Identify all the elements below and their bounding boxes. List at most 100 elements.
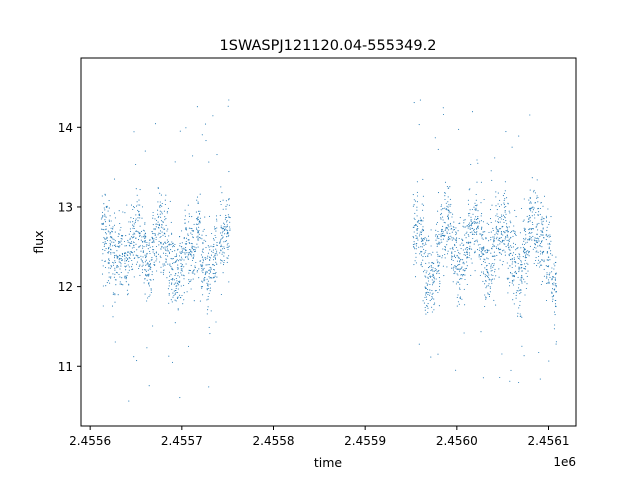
data-point: [138, 210, 140, 213]
data-point: [157, 226, 159, 228]
data-point: [538, 255, 540, 258]
data-point: [519, 304, 521, 306]
data-point: [492, 243, 494, 245]
data-point: [162, 221, 164, 223]
data-point: [502, 239, 504, 241]
data-point: [484, 267, 486, 269]
data-point: [227, 216, 230, 218]
data-point: [530, 232, 532, 234]
data-point: [554, 288, 556, 290]
data-point: [188, 282, 190, 285]
data-point: [144, 150, 146, 152]
data-point: [138, 199, 140, 201]
data-point: [143, 230, 145, 232]
data-point: [139, 245, 141, 247]
data-point: [196, 223, 198, 225]
data-point: [413, 264, 415, 266]
data-point: [450, 235, 452, 237]
data-point: [523, 198, 525, 200]
data-point: [164, 233, 166, 235]
data-point: [536, 195, 538, 197]
data-point: [499, 376, 501, 379]
data-point: [530, 202, 532, 204]
data-point: [158, 240, 160, 242]
data-point: [551, 296, 553, 298]
data-point: [228, 204, 230, 206]
data-point: [110, 253, 112, 255]
data-point: [515, 262, 517, 264]
data-point: [490, 274, 492, 276]
data-point: [173, 262, 175, 264]
y-tick-label: 11: [58, 360, 73, 374]
data-point: [476, 222, 478, 224]
data-point: [171, 282, 173, 284]
data-point: [423, 244, 425, 246]
data-point: [419, 99, 421, 101]
data-point: [157, 253, 160, 255]
data-point: [441, 234, 443, 236]
data-point: [188, 239, 190, 241]
data-point: [197, 216, 199, 218]
data-point: [225, 214, 227, 216]
data-point: [474, 221, 476, 223]
data-point: [453, 254, 456, 256]
data-point: [431, 306, 433, 308]
data-point: [444, 192, 446, 194]
data-point: [204, 216, 206, 218]
data-point: [531, 239, 533, 241]
data-point: [458, 237, 460, 240]
data-point: [460, 268, 462, 270]
x-tick-label: 2.4559: [344, 434, 386, 448]
data-point: [517, 276, 519, 278]
data-point: [512, 299, 514, 301]
data-point: [188, 272, 190, 274]
data-point: [122, 211, 124, 213]
data-point: [529, 237, 531, 239]
data-point: [186, 291, 188, 293]
data-point: [135, 214, 137, 216]
data-point: [108, 276, 110, 278]
data-point: [188, 227, 190, 229]
data-point: [465, 251, 467, 254]
data-point: [153, 261, 155, 263]
data-point: [141, 217, 143, 219]
data-point: [226, 221, 228, 223]
data-point: [213, 256, 215, 258]
data-point: [162, 263, 164, 265]
data-point: [227, 257, 229, 259]
data-point: [513, 275, 515, 277]
x-axis-label: time: [314, 455, 343, 470]
data-point: [153, 249, 155, 251]
data-point: [101, 211, 104, 213]
data-point: [133, 246, 135, 248]
data-point: [498, 249, 500, 251]
data-point: [216, 154, 218, 156]
data-point: [525, 287, 527, 290]
data-point: [437, 236, 439, 238]
data-point: [194, 249, 196, 251]
data-point: [209, 257, 212, 259]
data-point: [488, 278, 490, 280]
data-point: [432, 274, 435, 277]
data-point: [469, 228, 471, 231]
data-point: [434, 267, 436, 270]
data-point: [471, 231, 473, 233]
data-point: [442, 216, 444, 218]
data-point: [167, 228, 169, 230]
data-point: [140, 230, 143, 232]
data-point: [550, 216, 552, 218]
data-point: [462, 249, 464, 251]
data-point: [147, 244, 149, 247]
data-point: [224, 226, 226, 228]
data-point: [214, 228, 217, 230]
data-point: [501, 250, 504, 252]
data-point: [486, 264, 488, 266]
data-point: [486, 248, 488, 251]
data-point: [200, 265, 202, 267]
data-point: [228, 281, 230, 283]
data-point: [497, 233, 499, 235]
data-point: [531, 228, 533, 230]
data-point: [467, 199, 469, 201]
data-point: [185, 240, 187, 243]
data-point: [197, 230, 199, 232]
